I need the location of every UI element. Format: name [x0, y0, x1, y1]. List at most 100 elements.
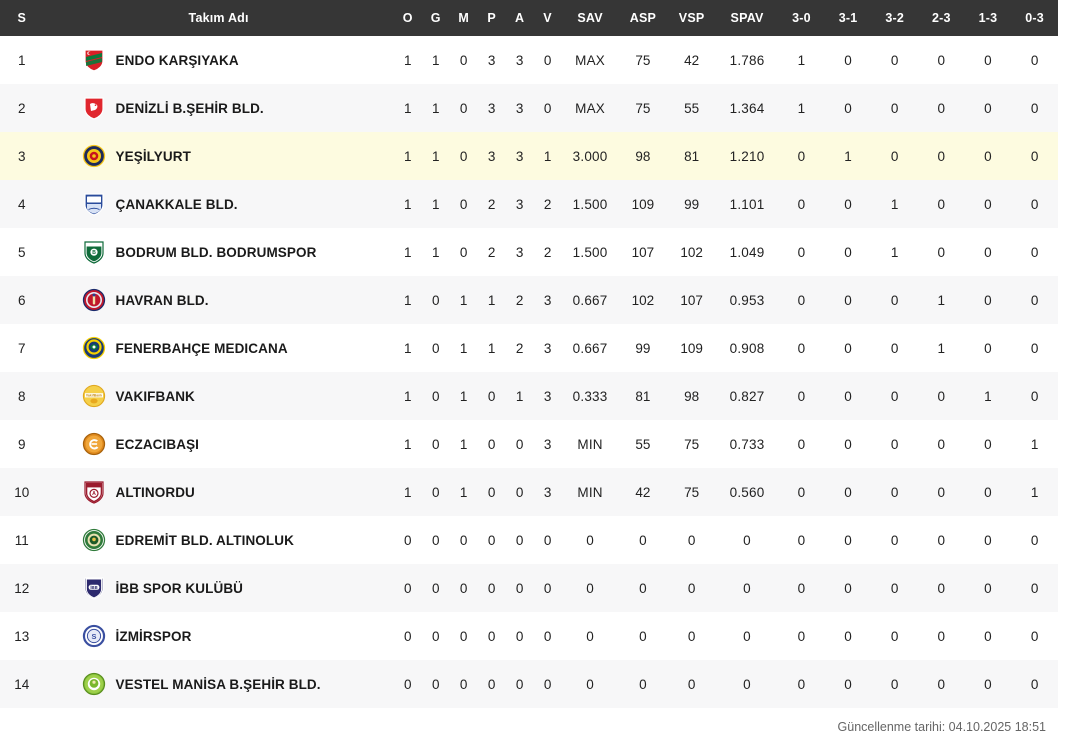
p-cell: 3: [487, 100, 496, 116]
m-cell: 0: [459, 148, 468, 164]
column-header-spav[interactable]: SPAV: [715, 0, 779, 36]
p-cell: 0: [487, 676, 496, 692]
column-header-o[interactable]: O: [393, 0, 422, 36]
asp-cell: 0: [639, 628, 647, 644]
a-cell: 2: [515, 340, 524, 356]
v-cell: 0: [543, 676, 552, 692]
header-row: S Takım Adı O G M P A V SAV ASP VSP SPAV 3-0 3-1 3-2 2-…: [0, 0, 1058, 36]
g-cell: 0: [431, 532, 440, 548]
column-header-s13[interactable]: 1-3: [964, 0, 1012, 36]
spav-cell: 1.364: [729, 100, 765, 116]
team-cell[interactable]: A ALTINORDU: [44, 468, 394, 516]
team-name: EDREMİT BLD. ALTINOLUK: [115, 532, 294, 548]
standings-table-container: S Takım Adı O G M P A V SAV ASP VSP SPAV 3-0 3-1 3-2 2-…: [0, 0, 1058, 734]
asp-cell: 0: [639, 580, 647, 596]
sav-cell: 0.667: [572, 292, 608, 308]
column-header-s30[interactable]: 3-0: [778, 0, 825, 36]
column-header-asp[interactable]: ASP: [618, 0, 668, 36]
table-row[interactable]: 12 İBB İBB SPOR KULÜBÜ 0 0 0 0 0 0 0 0 0 0 0 0 0 0 0 0: [0, 564, 1058, 612]
s03-cell: 0: [1030, 100, 1039, 116]
a-cell: 3: [515, 148, 524, 164]
team-cell[interactable]: VakıfBank VAKIFBANK: [44, 372, 394, 420]
s23-cell: 0: [937, 244, 946, 260]
asp-cell: 0: [639, 532, 647, 548]
s32-cell: 0: [890, 340, 899, 356]
team-cell[interactable]: B BODRUM BLD. BODRUMSPOR: [44, 228, 394, 276]
column-header-p[interactable]: P: [477, 0, 506, 36]
o-cell: 0: [403, 580, 412, 596]
team-cell[interactable]: İBB İBB SPOR KULÜBÜ: [44, 564, 394, 612]
column-header-v[interactable]: V: [533, 0, 562, 36]
column-header-m[interactable]: M: [449, 0, 478, 36]
team-cell[interactable]: DENİZLİ B.ŞEHİR BLD.: [44, 84, 394, 132]
team-cell[interactable]: VESTEL MANİSA B.ŞEHİR BLD.: [44, 660, 394, 708]
table-row[interactable]: 10 A ALTINORDU 1 0 1 0 0 3 MIN 42 75 0.560 0 0 0 0 0 1: [0, 468, 1058, 516]
s32-cell: 0: [890, 292, 899, 308]
column-header-team[interactable]: Takım Adı: [43, 0, 394, 36]
table-row[interactable]: 13 S İZMİRSPOR 0 0 0 0 0 0 0 0 0 0 0 0 0 0 0 0: [0, 612, 1058, 660]
s31-cell: 0: [844, 52, 852, 68]
g-cell: 0: [431, 436, 440, 452]
s31-cell: 0: [844, 340, 852, 356]
s03-cell: 1: [1030, 484, 1039, 500]
sav-cell: 0: [586, 676, 594, 692]
column-header-vsp[interactable]: VSP: [667, 0, 716, 36]
s13-cell: 0: [984, 580, 992, 596]
sav-cell: 0: [586, 580, 594, 596]
column-header-rank[interactable]: S: [0, 0, 44, 36]
table-row[interactable]: 5 B BODRUM BLD. BODRUMSPOR 1 1 0 2 3 2 1.500 107 10…: [0, 228, 1058, 276]
vsp-cell: 99: [684, 196, 700, 212]
team-name: VESTEL MANİSA B.ŞEHİR BLD.: [115, 676, 321, 692]
asp-cell: 0: [639, 676, 647, 692]
table-row[interactable]: 7 FENERBAHÇE MEDICANA 1 0 1 1 2 3 0.667 99 109 0.90…: [0, 324, 1058, 372]
vsp-cell: 81: [684, 148, 700, 164]
v-cell: 0: [543, 100, 552, 116]
s03-cell: 1: [1030, 436, 1039, 452]
s03-cell: 0: [1030, 532, 1039, 548]
team-cell[interactable]: ECZACIBAŞI: [44, 420, 394, 468]
svg-text:İBB: İBB: [90, 585, 97, 590]
column-header-g[interactable]: G: [421, 0, 450, 36]
edremit-bld-altinoluk-crest: [82, 528, 106, 552]
table-row[interactable]: 9 ECZACIBAŞI 1 0 1 0 0 3 MIN 55 75 0.733 0 0 0 0 0 1: [0, 420, 1058, 468]
g-cell: 1: [431, 52, 440, 68]
table-row[interactable]: 14 VESTEL MANİSA B.ŞEHİR BLD. 0 0 0 0 0 0 0 0 0 0 0 0…: [0, 660, 1058, 708]
p-cell: 2: [487, 244, 496, 260]
column-header-sav[interactable]: SAV: [561, 0, 619, 36]
spav-cell: 1.101: [729, 196, 765, 212]
s23-cell: 0: [937, 196, 946, 212]
table-row[interactable]: 8 VakıfBank VAKIFBANK 1 0 1 0 1 3 0.333 81 98 0.827 0…: [0, 372, 1058, 420]
v-cell: 0: [543, 580, 552, 596]
vsp-cell: 75: [684, 436, 700, 452]
team-cell[interactable]: HAVRAN BLD.: [44, 276, 394, 324]
svg-text:S: S: [91, 632, 96, 641]
column-header-s31[interactable]: 3-1: [824, 0, 872, 36]
team-cell[interactable]: ENDO KARŞIYAKA: [44, 36, 394, 84]
sav-cell: MAX: [575, 52, 605, 68]
team-cell[interactable]: YEŞİLYURT: [44, 132, 394, 180]
table-row[interactable]: 11 EDREMİT BLD. ALTINOLUK 0 0 0 0 0 0 0 0 0 0 0 0 0 0 0 0: [0, 516, 1058, 564]
table-row[interactable]: 6 HAVRAN BLD. 1 0 1 1 2 3 0.667 102 107 0.953 0 0 0 1 0 0: [0, 276, 1058, 324]
table-row[interactable]: 1 ENDO KARŞIYAKA 1 1 0 3 3 0 MAX 75 42 1.786 1 0 0 0 0 0: [0, 36, 1058, 84]
column-header-s03[interactable]: 0-3: [1011, 0, 1058, 36]
fenerbahce-medicana-crest: [82, 336, 106, 360]
rank-cell: 12: [14, 580, 30, 596]
column-header-s23[interactable]: 2-3: [918, 0, 965, 36]
team-cell[interactable]: ÇANAKKALE BLD.: [44, 180, 394, 228]
team-cell[interactable]: FENERBAHÇE MEDICANA: [44, 324, 394, 372]
column-header-a[interactable]: A: [505, 0, 534, 36]
table-row[interactable]: 4 ÇANAKKALE BLD. 1 1 0 2 3 2 1.500 109 99 1.101 0 0 1 0…: [0, 180, 1058, 228]
column-header-s32[interactable]: 3-2: [871, 0, 918, 36]
v-cell: 0: [543, 532, 552, 548]
s31-cell: 0: [844, 100, 852, 116]
vsp-cell: 102: [680, 244, 703, 260]
table-row[interactable]: 2 DENİZLİ B.ŞEHİR BLD. 1 1 0 3 3 0 MAX 75 55 1.364 1…: [0, 84, 1058, 132]
spav-cell: 0: [743, 628, 751, 644]
s03-cell: 0: [1030, 388, 1039, 404]
team-cell[interactable]: S İZMİRSPOR: [44, 612, 394, 660]
table-row[interactable]: 3 YEŞİLYURT 1 1 0 3 3 1 3.000 98 81 1.210 0 1 0 0 0 0: [0, 132, 1058, 180]
a-cell: 0: [515, 676, 524, 692]
v-cell: 0: [543, 52, 552, 68]
s13-cell: 0: [984, 340, 992, 356]
team-cell[interactable]: EDREMİT BLD. ALTINOLUK: [44, 516, 394, 564]
